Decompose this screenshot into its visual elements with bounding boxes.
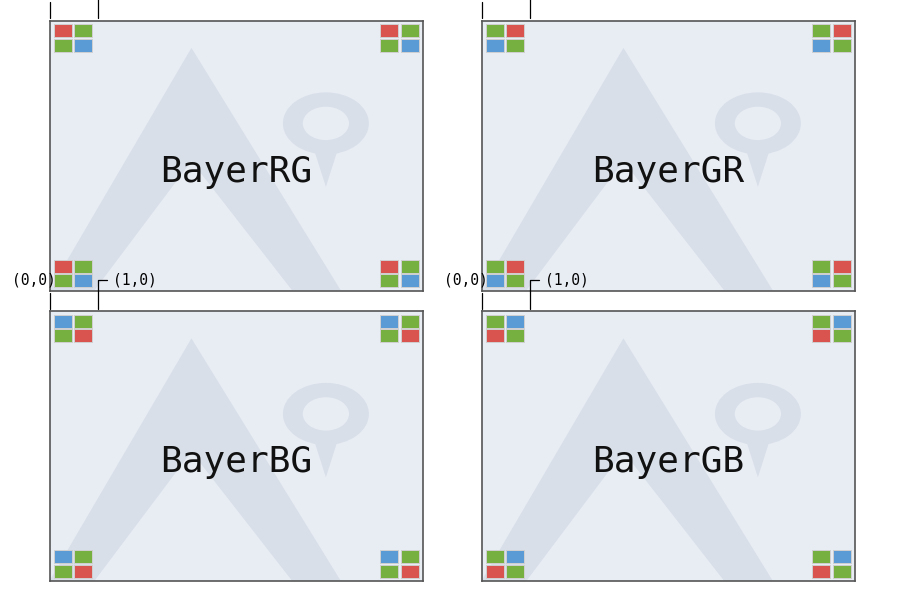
FancyBboxPatch shape: [486, 329, 504, 342]
FancyBboxPatch shape: [832, 565, 850, 578]
FancyBboxPatch shape: [813, 329, 831, 342]
Text: (0,0): (0,0): [12, 272, 56, 308]
Polygon shape: [526, 161, 725, 291]
FancyBboxPatch shape: [400, 565, 418, 578]
FancyBboxPatch shape: [74, 550, 92, 563]
Text: (1,0): (1,0): [98, 272, 157, 308]
FancyBboxPatch shape: [506, 260, 524, 273]
FancyBboxPatch shape: [832, 24, 850, 37]
FancyBboxPatch shape: [813, 24, 831, 37]
Text: BayerGB: BayerGB: [592, 446, 744, 479]
FancyBboxPatch shape: [506, 314, 524, 328]
FancyBboxPatch shape: [74, 274, 92, 288]
FancyBboxPatch shape: [486, 274, 504, 288]
FancyBboxPatch shape: [54, 39, 72, 52]
Polygon shape: [50, 48, 341, 291]
Circle shape: [283, 92, 369, 155]
FancyBboxPatch shape: [506, 274, 524, 288]
Polygon shape: [315, 442, 338, 477]
Text: (1,0): (1,0): [98, 0, 157, 18]
FancyBboxPatch shape: [54, 329, 72, 342]
FancyBboxPatch shape: [381, 274, 399, 288]
FancyBboxPatch shape: [381, 39, 399, 52]
FancyBboxPatch shape: [400, 329, 418, 342]
FancyBboxPatch shape: [400, 314, 418, 328]
Polygon shape: [50, 338, 341, 581]
Circle shape: [715, 383, 801, 445]
Text: (0,0): (0,0): [445, 272, 488, 308]
Polygon shape: [747, 152, 770, 187]
FancyBboxPatch shape: [486, 565, 504, 578]
FancyBboxPatch shape: [54, 274, 72, 288]
FancyBboxPatch shape: [506, 550, 524, 563]
FancyBboxPatch shape: [400, 550, 418, 563]
Polygon shape: [94, 452, 292, 581]
Text: BayerRG: BayerRG: [160, 155, 312, 189]
FancyBboxPatch shape: [400, 24, 418, 37]
Circle shape: [715, 92, 801, 155]
Circle shape: [302, 107, 349, 140]
FancyBboxPatch shape: [506, 39, 524, 52]
FancyBboxPatch shape: [486, 24, 504, 37]
Polygon shape: [526, 452, 725, 581]
FancyBboxPatch shape: [486, 39, 504, 52]
FancyBboxPatch shape: [832, 550, 850, 563]
Text: (0,0): (0,0): [445, 0, 488, 18]
FancyBboxPatch shape: [381, 565, 399, 578]
FancyBboxPatch shape: [381, 260, 399, 273]
FancyBboxPatch shape: [74, 260, 92, 273]
FancyBboxPatch shape: [54, 314, 72, 328]
Text: BayerBG: BayerBG: [160, 446, 312, 479]
FancyBboxPatch shape: [486, 314, 504, 328]
FancyBboxPatch shape: [832, 329, 850, 342]
FancyBboxPatch shape: [74, 329, 92, 342]
Text: (1,0): (1,0): [530, 272, 589, 308]
FancyBboxPatch shape: [400, 274, 418, 288]
FancyBboxPatch shape: [813, 550, 831, 563]
Text: (0,0): (0,0): [12, 0, 56, 18]
FancyBboxPatch shape: [400, 39, 418, 52]
FancyBboxPatch shape: [381, 550, 399, 563]
FancyBboxPatch shape: [506, 329, 524, 342]
FancyBboxPatch shape: [813, 314, 831, 328]
FancyBboxPatch shape: [74, 314, 92, 328]
Circle shape: [302, 397, 349, 431]
FancyBboxPatch shape: [506, 24, 524, 37]
FancyBboxPatch shape: [74, 565, 92, 578]
Polygon shape: [747, 442, 770, 477]
FancyBboxPatch shape: [54, 550, 72, 563]
FancyBboxPatch shape: [506, 565, 524, 578]
FancyBboxPatch shape: [832, 260, 850, 273]
Circle shape: [283, 383, 369, 445]
FancyBboxPatch shape: [54, 565, 72, 578]
FancyBboxPatch shape: [54, 260, 72, 273]
FancyBboxPatch shape: [381, 314, 399, 328]
FancyBboxPatch shape: [381, 24, 399, 37]
FancyBboxPatch shape: [813, 39, 831, 52]
FancyBboxPatch shape: [832, 314, 850, 328]
FancyBboxPatch shape: [832, 274, 850, 288]
FancyBboxPatch shape: [54, 24, 72, 37]
FancyBboxPatch shape: [813, 274, 831, 288]
FancyBboxPatch shape: [486, 550, 504, 563]
FancyBboxPatch shape: [486, 260, 504, 273]
Polygon shape: [482, 48, 773, 291]
Text: BayerGR: BayerGR: [592, 155, 744, 189]
FancyBboxPatch shape: [813, 260, 831, 273]
Polygon shape: [482, 338, 773, 581]
Polygon shape: [94, 161, 292, 291]
FancyBboxPatch shape: [400, 260, 418, 273]
FancyBboxPatch shape: [74, 39, 92, 52]
Polygon shape: [315, 152, 338, 187]
FancyBboxPatch shape: [813, 565, 831, 578]
Circle shape: [734, 107, 781, 140]
Circle shape: [734, 397, 781, 431]
FancyBboxPatch shape: [381, 329, 399, 342]
FancyBboxPatch shape: [74, 24, 92, 37]
Text: (1,0): (1,0): [530, 0, 589, 18]
FancyBboxPatch shape: [832, 39, 850, 52]
